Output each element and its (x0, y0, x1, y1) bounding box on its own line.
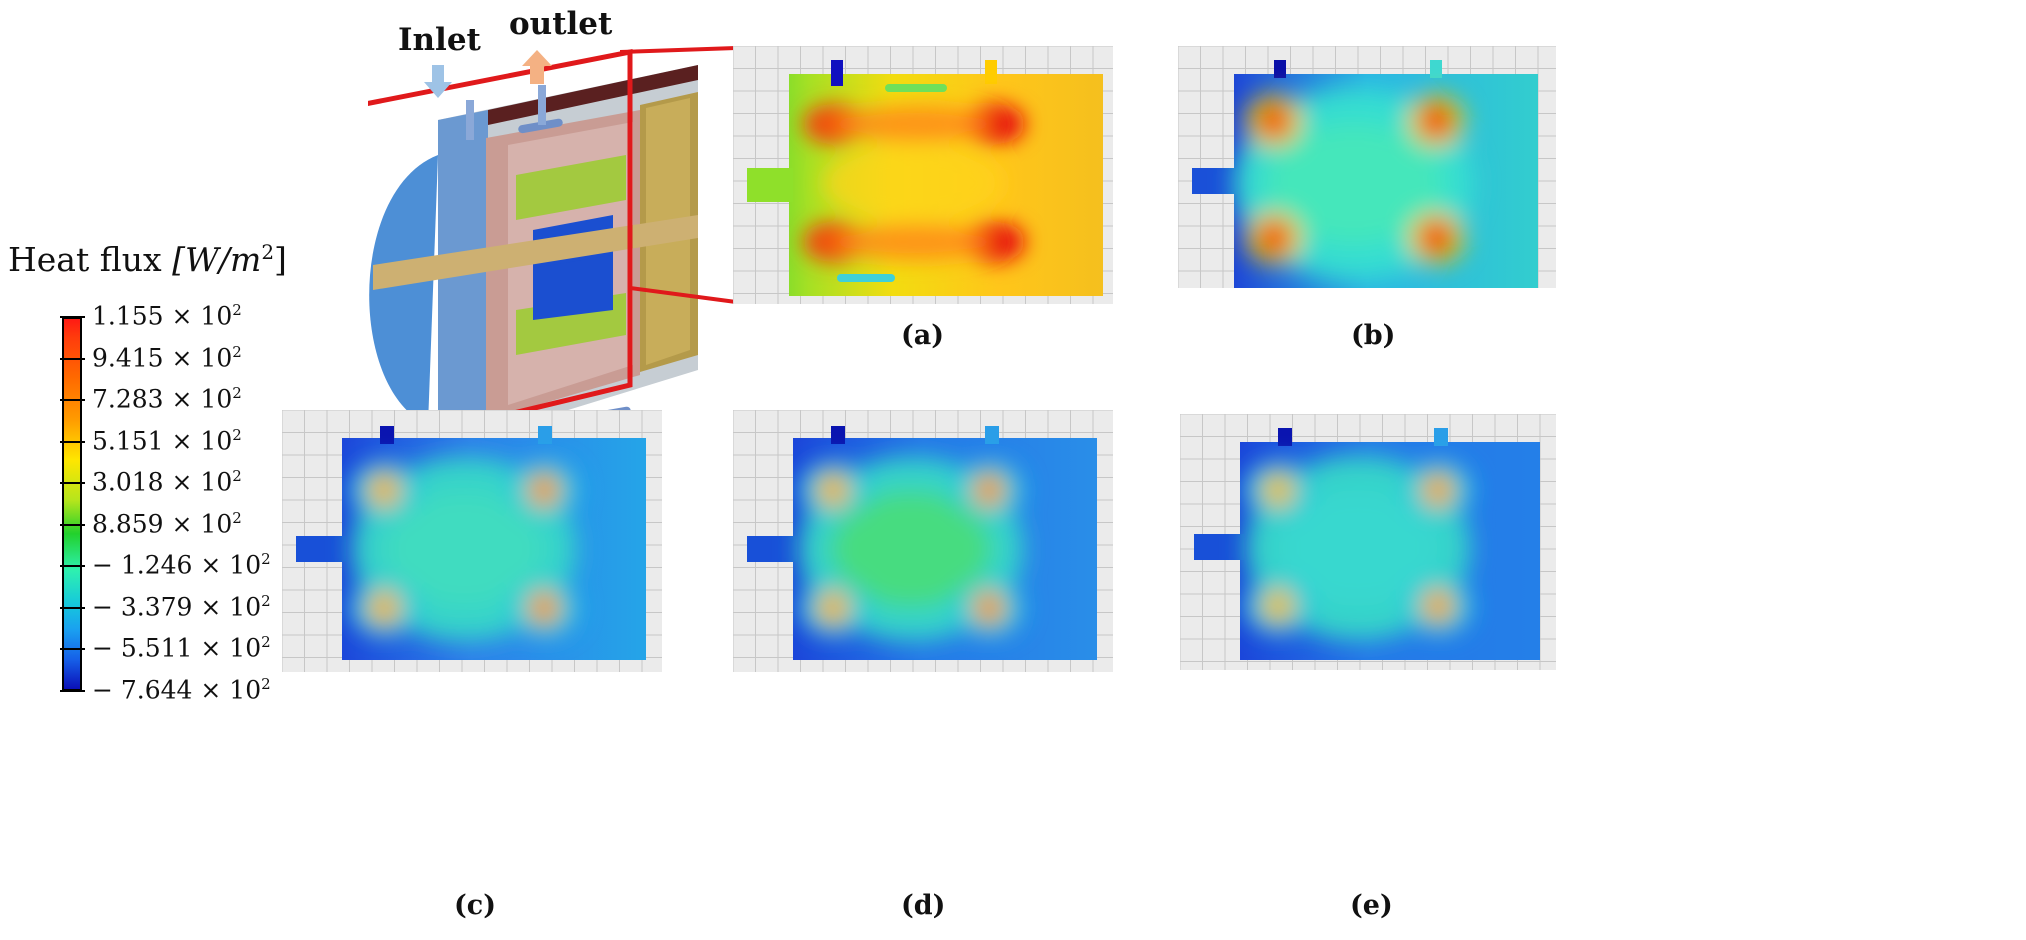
inlet-label: Inlet (398, 22, 481, 58)
panel-c (282, 410, 662, 672)
legend-title-exp: 2 (261, 240, 275, 264)
legend-tick (60, 565, 85, 567)
legend-title: Heat flux [W/m2] (8, 240, 287, 279)
caption-c: (c) (454, 890, 496, 921)
legend-tick (60, 440, 85, 443)
field (747, 426, 1097, 660)
panel-a (733, 46, 1113, 304)
heatmap-e (1180, 414, 1556, 670)
legend-title-prefix: Heat flux (8, 240, 173, 279)
heatmap-a (733, 46, 1113, 304)
legend-label: − 7.644 × 102 (92, 674, 271, 704)
field (747, 60, 1103, 296)
field (1194, 428, 1540, 660)
legend-colorbar (62, 317, 82, 691)
legend-title-unit: [W/m (172, 240, 262, 279)
heatmap-b (1178, 46, 1556, 288)
caption-a: (a) (901, 320, 945, 351)
legend-label: − 3.379 × 102 (92, 591, 271, 621)
legend-tick (60, 689, 85, 692)
legend-tick (60, 606, 85, 609)
legend-tick (60, 523, 85, 526)
zoom-connector (620, 46, 737, 304)
legend-label: − 5.511 × 102 (92, 633, 271, 663)
legend-tick (60, 482, 85, 484)
field (296, 426, 646, 660)
panel-b (1178, 46, 1556, 288)
caption-e: (e) (1350, 890, 1393, 921)
legend-tick (60, 399, 85, 401)
legend-label: 1.155 × 102 (92, 301, 242, 331)
caption-d: (d) (901, 890, 946, 921)
panel-e (1180, 414, 1556, 670)
schematic-panel (368, 10, 828, 470)
caption-b: (b) (1351, 320, 1396, 351)
legend-tick (60, 648, 85, 650)
legend-label: 7.283 × 102 (92, 384, 242, 414)
legend-title-suffix: ] (274, 240, 287, 279)
legend-label: 9.415 × 102 (92, 342, 242, 372)
legend-label: 8.859 × 102 (92, 508, 242, 538)
field (1192, 60, 1538, 288)
outlet-label: outlet (509, 6, 613, 42)
legend-label: − 1.246 × 102 (92, 550, 271, 580)
panel-d (733, 410, 1113, 672)
heatmap-d (733, 410, 1113, 672)
legend-tick (60, 316, 85, 318)
legend-label: 5.151 × 102 (92, 425, 242, 455)
legend-tick (60, 357, 85, 360)
heatmap-c (282, 410, 662, 672)
legend-label: 3.018 × 102 (92, 467, 242, 497)
motor-schematic (368, 48, 698, 451)
